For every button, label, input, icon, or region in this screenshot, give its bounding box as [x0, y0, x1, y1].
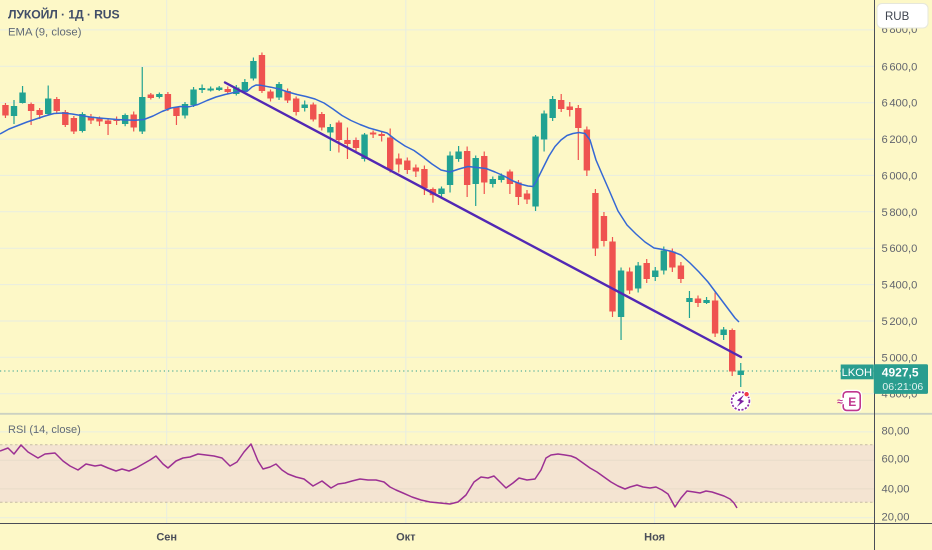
svg-text:6 400,0: 6 400,0 — [882, 98, 918, 110]
svg-text:Окт: Окт — [396, 532, 416, 544]
svg-text:06:21:06: 06:21:06 — [882, 381, 923, 393]
svg-text:RUB: RUB — [885, 11, 910, 23]
svg-text:5 000,0: 5 000,0 — [882, 352, 918, 364]
svg-text:Сен: Сен — [156, 532, 177, 544]
svg-text:40,00: 40,00 — [882, 483, 910, 495]
svg-text:EMA (9, close): EMA (9, close) — [8, 26, 82, 38]
svg-text:20,00: 20,00 — [882, 512, 910, 524]
svg-text:6 600,0: 6 600,0 — [882, 61, 918, 73]
svg-text:5 800,0: 5 800,0 — [882, 207, 918, 219]
svg-text:5 600,0: 5 600,0 — [882, 243, 918, 255]
svg-text:6 200,0: 6 200,0 — [882, 134, 918, 146]
svg-text:5 200,0: 5 200,0 — [882, 316, 918, 328]
svg-text:60,00: 60,00 — [882, 454, 910, 466]
svg-text:ЛУКОЙЛ · 1Д · RUS: ЛУКОЙЛ · 1Д · RUS — [8, 7, 120, 22]
svg-text:80,00: 80,00 — [882, 426, 910, 438]
svg-text:≈: ≈ — [837, 396, 843, 408]
svg-text:4927,5: 4927,5 — [882, 365, 919, 379]
svg-text:5 400,0: 5 400,0 — [882, 280, 918, 292]
svg-text:RSI (14, close): RSI (14, close) — [8, 424, 81, 436]
svg-text:LKOH: LKOH — [842, 367, 872, 379]
svg-text:Ноя: Ноя — [644, 532, 665, 544]
svg-text:6 000,0: 6 000,0 — [882, 170, 918, 182]
svg-text:E: E — [848, 395, 856, 409]
